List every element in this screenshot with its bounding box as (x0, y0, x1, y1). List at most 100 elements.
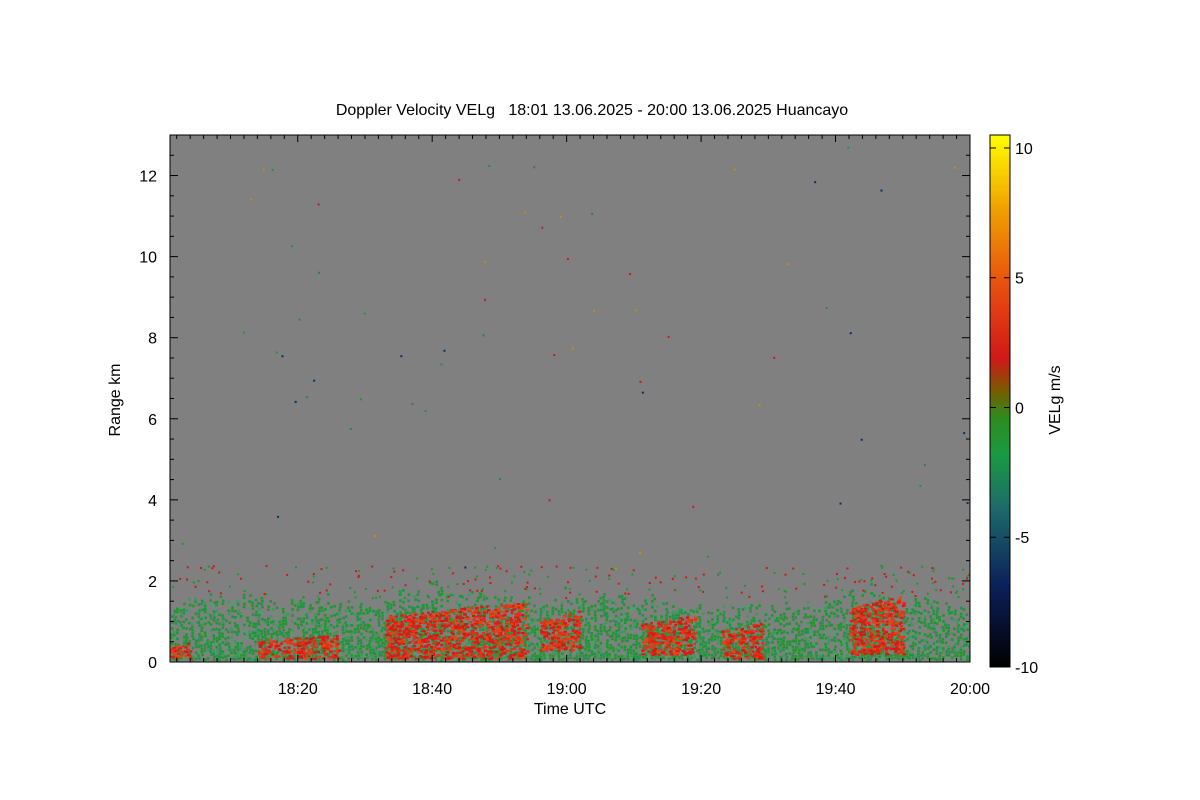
updraft-pixel (432, 634, 437, 637)
echo-pixel (842, 637, 846, 641)
updraft-pixel (513, 640, 517, 644)
updraft-pixel (516, 636, 519, 639)
echo-pixel (527, 614, 530, 617)
echo-pixel (360, 653, 363, 657)
updraft-pixel (395, 647, 399, 650)
updraft-pixel (553, 644, 558, 647)
echo-pixel (570, 626, 573, 630)
updraft-pixel (423, 630, 426, 633)
echo-pixel (779, 619, 783, 623)
echo-pixel (197, 615, 201, 618)
updraft-pixel (317, 636, 321, 639)
echo-pixel (848, 644, 851, 648)
echo-pixel (215, 639, 219, 643)
updraft-pixel (267, 649, 271, 652)
updraft-pixel (486, 633, 490, 636)
echo-pixel (518, 645, 522, 649)
updraft-pixel (651, 634, 655, 637)
updraft-pixel (430, 614, 434, 618)
echo-pixel (630, 609, 633, 613)
echo-pixel (638, 630, 642, 633)
updraft-pixel (421, 629, 424, 633)
echo-pixel (818, 627, 822, 631)
echo-pixel (947, 657, 950, 660)
echo-pixel (242, 593, 246, 597)
echo-pixel (284, 622, 288, 626)
echo-pixel (803, 649, 807, 652)
echo-pixel (929, 603, 933, 606)
echo-pixel (404, 653, 407, 657)
echo-pixel (608, 656, 612, 659)
echo-pixel (645, 629, 648, 633)
updraft-pixel (389, 633, 393, 636)
echo-pixel (707, 647, 711, 650)
updraft-pixel (442, 623, 447, 626)
updraft-pixel (677, 648, 681, 651)
echo-pixel (908, 641, 912, 645)
updraft-pixel (387, 619, 392, 622)
updraft-pixel (470, 607, 474, 610)
updraft-pixel (321, 637, 326, 641)
echo-pixel (528, 626, 531, 629)
updraft-pixel (428, 624, 433, 627)
updraft-pixel (415, 618, 419, 621)
echo-pixel (360, 650, 364, 654)
updraft-pixel (297, 651, 301, 655)
echo-pixel (848, 656, 852, 660)
updraft-pixel (561, 644, 566, 647)
echo-pixel (662, 602, 665, 605)
updraft-pixel (483, 638, 487, 641)
echo-pixel (245, 655, 248, 659)
updraft-pixel (309, 649, 313, 652)
echo-pixel (204, 652, 208, 656)
updraft-pixel (680, 618, 685, 621)
updraft-pixel (668, 631, 673, 634)
echo-pixel (476, 644, 480, 648)
echo-pixel (788, 640, 792, 643)
updraft-pixel (463, 632, 468, 635)
echo-pixel (575, 655, 579, 658)
echo-pixel (242, 605, 246, 609)
echo-pixel (926, 656, 930, 659)
echo-pixel (473, 657, 476, 661)
echo-pixel (281, 625, 285, 629)
echo-pixel (626, 606, 630, 610)
echo-pixel (884, 636, 888, 640)
echo-pixel (317, 600, 320, 604)
updraft-pixel (497, 655, 501, 658)
updraft-pixel (392, 617, 396, 620)
echo-pixel (267, 617, 270, 620)
echo-pixel (938, 657, 942, 661)
updraft-pixel (439, 613, 443, 617)
updraft-pixel (491, 627, 495, 630)
updraft-pixel (683, 626, 687, 629)
updraft-pixel (668, 622, 672, 626)
echo-pixel (518, 609, 521, 613)
echo-pixel (696, 637, 699, 640)
echo-pixel (510, 641, 513, 644)
echo-pixel (383, 642, 387, 646)
echo-pixel (548, 639, 551, 642)
echo-pixel (377, 624, 381, 627)
echo-pixel (752, 658, 756, 662)
echo-pixel (582, 643, 585, 646)
echo-pixel (701, 612, 705, 615)
echo-pixel (179, 609, 183, 612)
echo-pixel (276, 624, 280, 628)
echo-pixel (437, 614, 441, 618)
updraft-pixel (507, 629, 511, 632)
echo-pixel (620, 612, 623, 616)
echo-pixel (875, 637, 878, 641)
echo-pixel (338, 620, 341, 624)
echo-pixel (788, 649, 791, 652)
echo-pixel (395, 618, 399, 622)
echo-pixel (606, 633, 609, 636)
echo-pixel (203, 604, 207, 608)
echo-pixel (581, 604, 585, 607)
updraft-pixel (559, 646, 563, 650)
echo-pixel (584, 656, 588, 660)
echo-pixel (861, 624, 864, 627)
echo-pixel (785, 652, 788, 656)
echo-pixel (347, 657, 350, 660)
echo-pixel (434, 655, 438, 659)
